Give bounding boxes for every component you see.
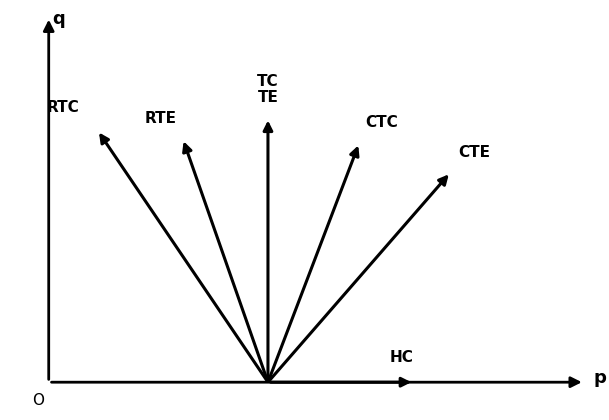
Text: CTE: CTE [458, 145, 490, 160]
Text: RTC: RTC [46, 100, 79, 116]
Text: RTE: RTE [144, 111, 177, 126]
Text: HC: HC [390, 350, 414, 365]
Text: q: q [52, 10, 65, 29]
Text: O: O [32, 393, 44, 408]
Text: CTC: CTC [365, 115, 398, 130]
Text: TC
TE: TC TE [257, 74, 279, 105]
Text: p: p [594, 369, 607, 387]
